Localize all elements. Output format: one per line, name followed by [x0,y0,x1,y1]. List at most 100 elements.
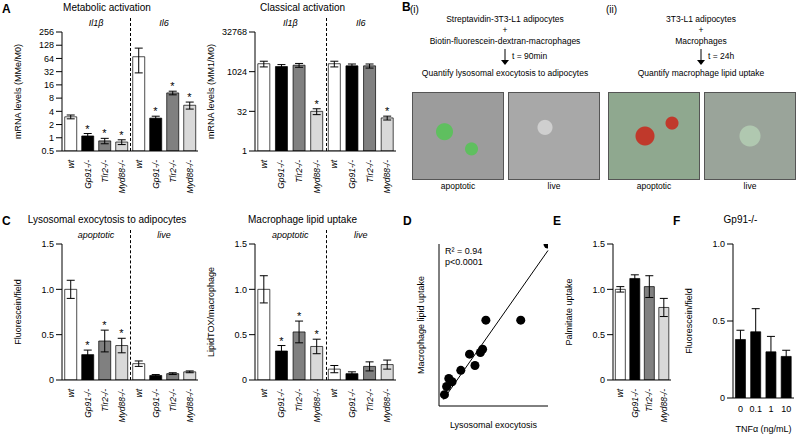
svg-text:wt: wt [66,388,76,397]
svg-text:0.5: 0.5 [41,330,54,340]
svg-text:Myd88-/-: Myd88-/- [382,160,392,194]
svg-text:Myd88-/-: Myd88-/- [185,389,195,423]
svg-text:Gp91-/-: Gp91-/- [83,160,93,189]
svg-text:*: * [102,127,107,139]
svg-text:Gp91-/-: Gp91-/- [151,389,161,418]
svg-text:*: * [119,327,124,339]
svg-text:Myd88-/-: Myd88-/- [117,160,127,194]
svg-text:4: 4 [49,107,54,117]
svg-text:wt: wt [259,159,269,168]
svg-text:*: * [102,319,107,331]
svg-text:wt: wt [329,159,339,168]
svg-text:0: 0 [600,375,605,385]
svg-text:1024: 1024 [227,67,247,77]
svg-text:Tlr2-/-: Tlr2-/- [100,160,110,183]
svg-text:Lysosomal exocytosis: Lysosomal exocytosis [450,420,538,430]
svg-text:64: 64 [44,54,54,64]
svg-text:Myd88-/-: Myd88-/- [659,389,669,423]
svg-text:*: * [153,105,158,117]
svg-text:Palmitate uptake: Palmitate uptake [564,278,574,345]
svg-text:*: * [297,310,302,322]
html-text:Gp91-/-: Gp91-/- [723,214,758,225]
svg-text:Tlr2-/-: Tlr2-/- [168,160,178,183]
svg-text:0.5: 0.5 [41,146,54,156]
svg-text:Tlr2-/-: Tlr2-/- [644,389,654,412]
svg-text:1.5: 1.5 [234,239,247,249]
svg-text:Tlr2-/-: Tlr2-/- [294,389,304,412]
svg-text:*: * [385,105,390,117]
svg-text:Gp91-/-: Gp91-/- [276,160,286,189]
svg-text:*: * [315,98,320,110]
svg-text:Tlr2-/-: Tlr2-/- [365,160,375,183]
svg-text:2: 2 [49,120,54,130]
svg-text:10: 10 [781,404,791,414]
svg-text:1.0: 1.0 [234,285,247,295]
svg-text:0.5: 0.5 [234,330,247,340]
svg-text:128: 128 [39,40,54,50]
svg-text:wt: wt [259,388,269,397]
svg-text:Tlr2-/-: Tlr2-/- [168,389,178,412]
svg-text:8: 8 [49,93,54,103]
svg-text:Gp91-/-: Gp91-/- [630,389,640,418]
svg-text:256: 256 [39,27,54,37]
svg-text:Gp91-/-: Gp91-/- [276,389,286,418]
svg-text:wt: wt [329,388,339,397]
svg-text:TNFα (ng/mL): TNFα (ng/mL) [735,424,791,434]
svg-text:*: * [119,129,124,141]
svg-text:Tlr2-/-: Tlr2-/- [365,389,375,412]
svg-text:wt: wt [134,159,144,168]
svg-text:*: * [85,123,90,135]
svg-text:1: 1 [242,146,247,156]
svg-text:Myd88-/-: Myd88-/- [117,389,127,423]
svg-text:1: 1 [49,133,54,143]
svg-text:*: * [315,328,320,340]
html-text:(ii): (ii) [606,4,618,15]
svg-text:1.0: 1.0 [712,239,725,249]
html-text:Il1β: Il1β [88,18,104,28]
svg-text:Gp91-/-: Gp91-/- [347,160,357,189]
svg-text:*: * [85,339,90,351]
html-text:Il6: Il6 [159,18,169,28]
svg-text:LipidTOX/macrophage: LipidTOX/macrophage [206,267,216,357]
svg-text:Fluorescein/field: Fluorescein/field [13,279,23,345]
svg-text:mRNA levels (MMe/M0): mRNA levels (MMe/M0) [13,44,23,139]
svg-text:Macrophage lipid uptake: Macrophage lipid uptake [416,276,426,374]
html-text:Classical activation: Classical activation [260,2,345,13]
svg-text:Fluorescein/field: Fluorescein/field [684,288,694,354]
svg-text:1: 1 [769,404,774,414]
svg-text:Tlr2-/-: Tlr2-/- [100,389,110,412]
svg-text:wt: wt [66,159,76,168]
svg-text:1.0: 1.0 [592,285,605,295]
svg-text:32: 32 [44,67,54,77]
svg-text:1.5: 1.5 [592,239,605,249]
svg-text:1.0: 1.0 [41,285,54,295]
svg-text:Myd88-/-: Myd88-/- [185,160,195,194]
svg-text:32768: 32768 [222,27,247,37]
svg-text:Myd88-/-: Myd88-/- [312,389,322,423]
svg-text:Myd88-/-: Myd88-/- [382,389,392,423]
svg-text:wt: wt [615,388,625,397]
svg-text:*: * [279,335,284,347]
svg-text:0: 0 [720,393,725,403]
html-text:Lysosomal exocytosis to adipoc: Lysosomal exocytosis to adipocytes [27,214,187,225]
svg-text:Gp91-/-: Gp91-/- [83,389,93,418]
svg-text:0.5: 0.5 [712,316,725,326]
svg-text:wt: wt [134,388,144,397]
svg-text:16: 16 [44,80,54,90]
svg-text:*: * [187,91,192,103]
html-text:Macrophage lipid uptake: Macrophage lipid uptake [248,214,357,225]
svg-text:Tlr2-/-: Tlr2-/- [294,160,304,183]
svg-text:0.5: 0.5 [592,330,605,340]
svg-text:0.1: 0.1 [750,404,763,414]
svg-text:mRNA levels (MM1/M0): mRNA levels (MM1/M0) [206,44,216,139]
svg-text:Myd88-/-: Myd88-/- [312,160,322,194]
svg-text:1.5: 1.5 [41,239,54,249]
svg-text:32: 32 [237,107,247,117]
svg-text:0: 0 [738,404,743,414]
svg-text:0: 0 [49,375,54,385]
svg-text:*: * [170,80,175,92]
html-text:Metabolic activation: Metabolic activation [63,2,151,13]
svg-text:0: 0 [242,375,247,385]
svg-text:Gp91-/-: Gp91-/- [151,160,161,189]
svg-text:Gp91-/-: Gp91-/- [347,389,357,418]
